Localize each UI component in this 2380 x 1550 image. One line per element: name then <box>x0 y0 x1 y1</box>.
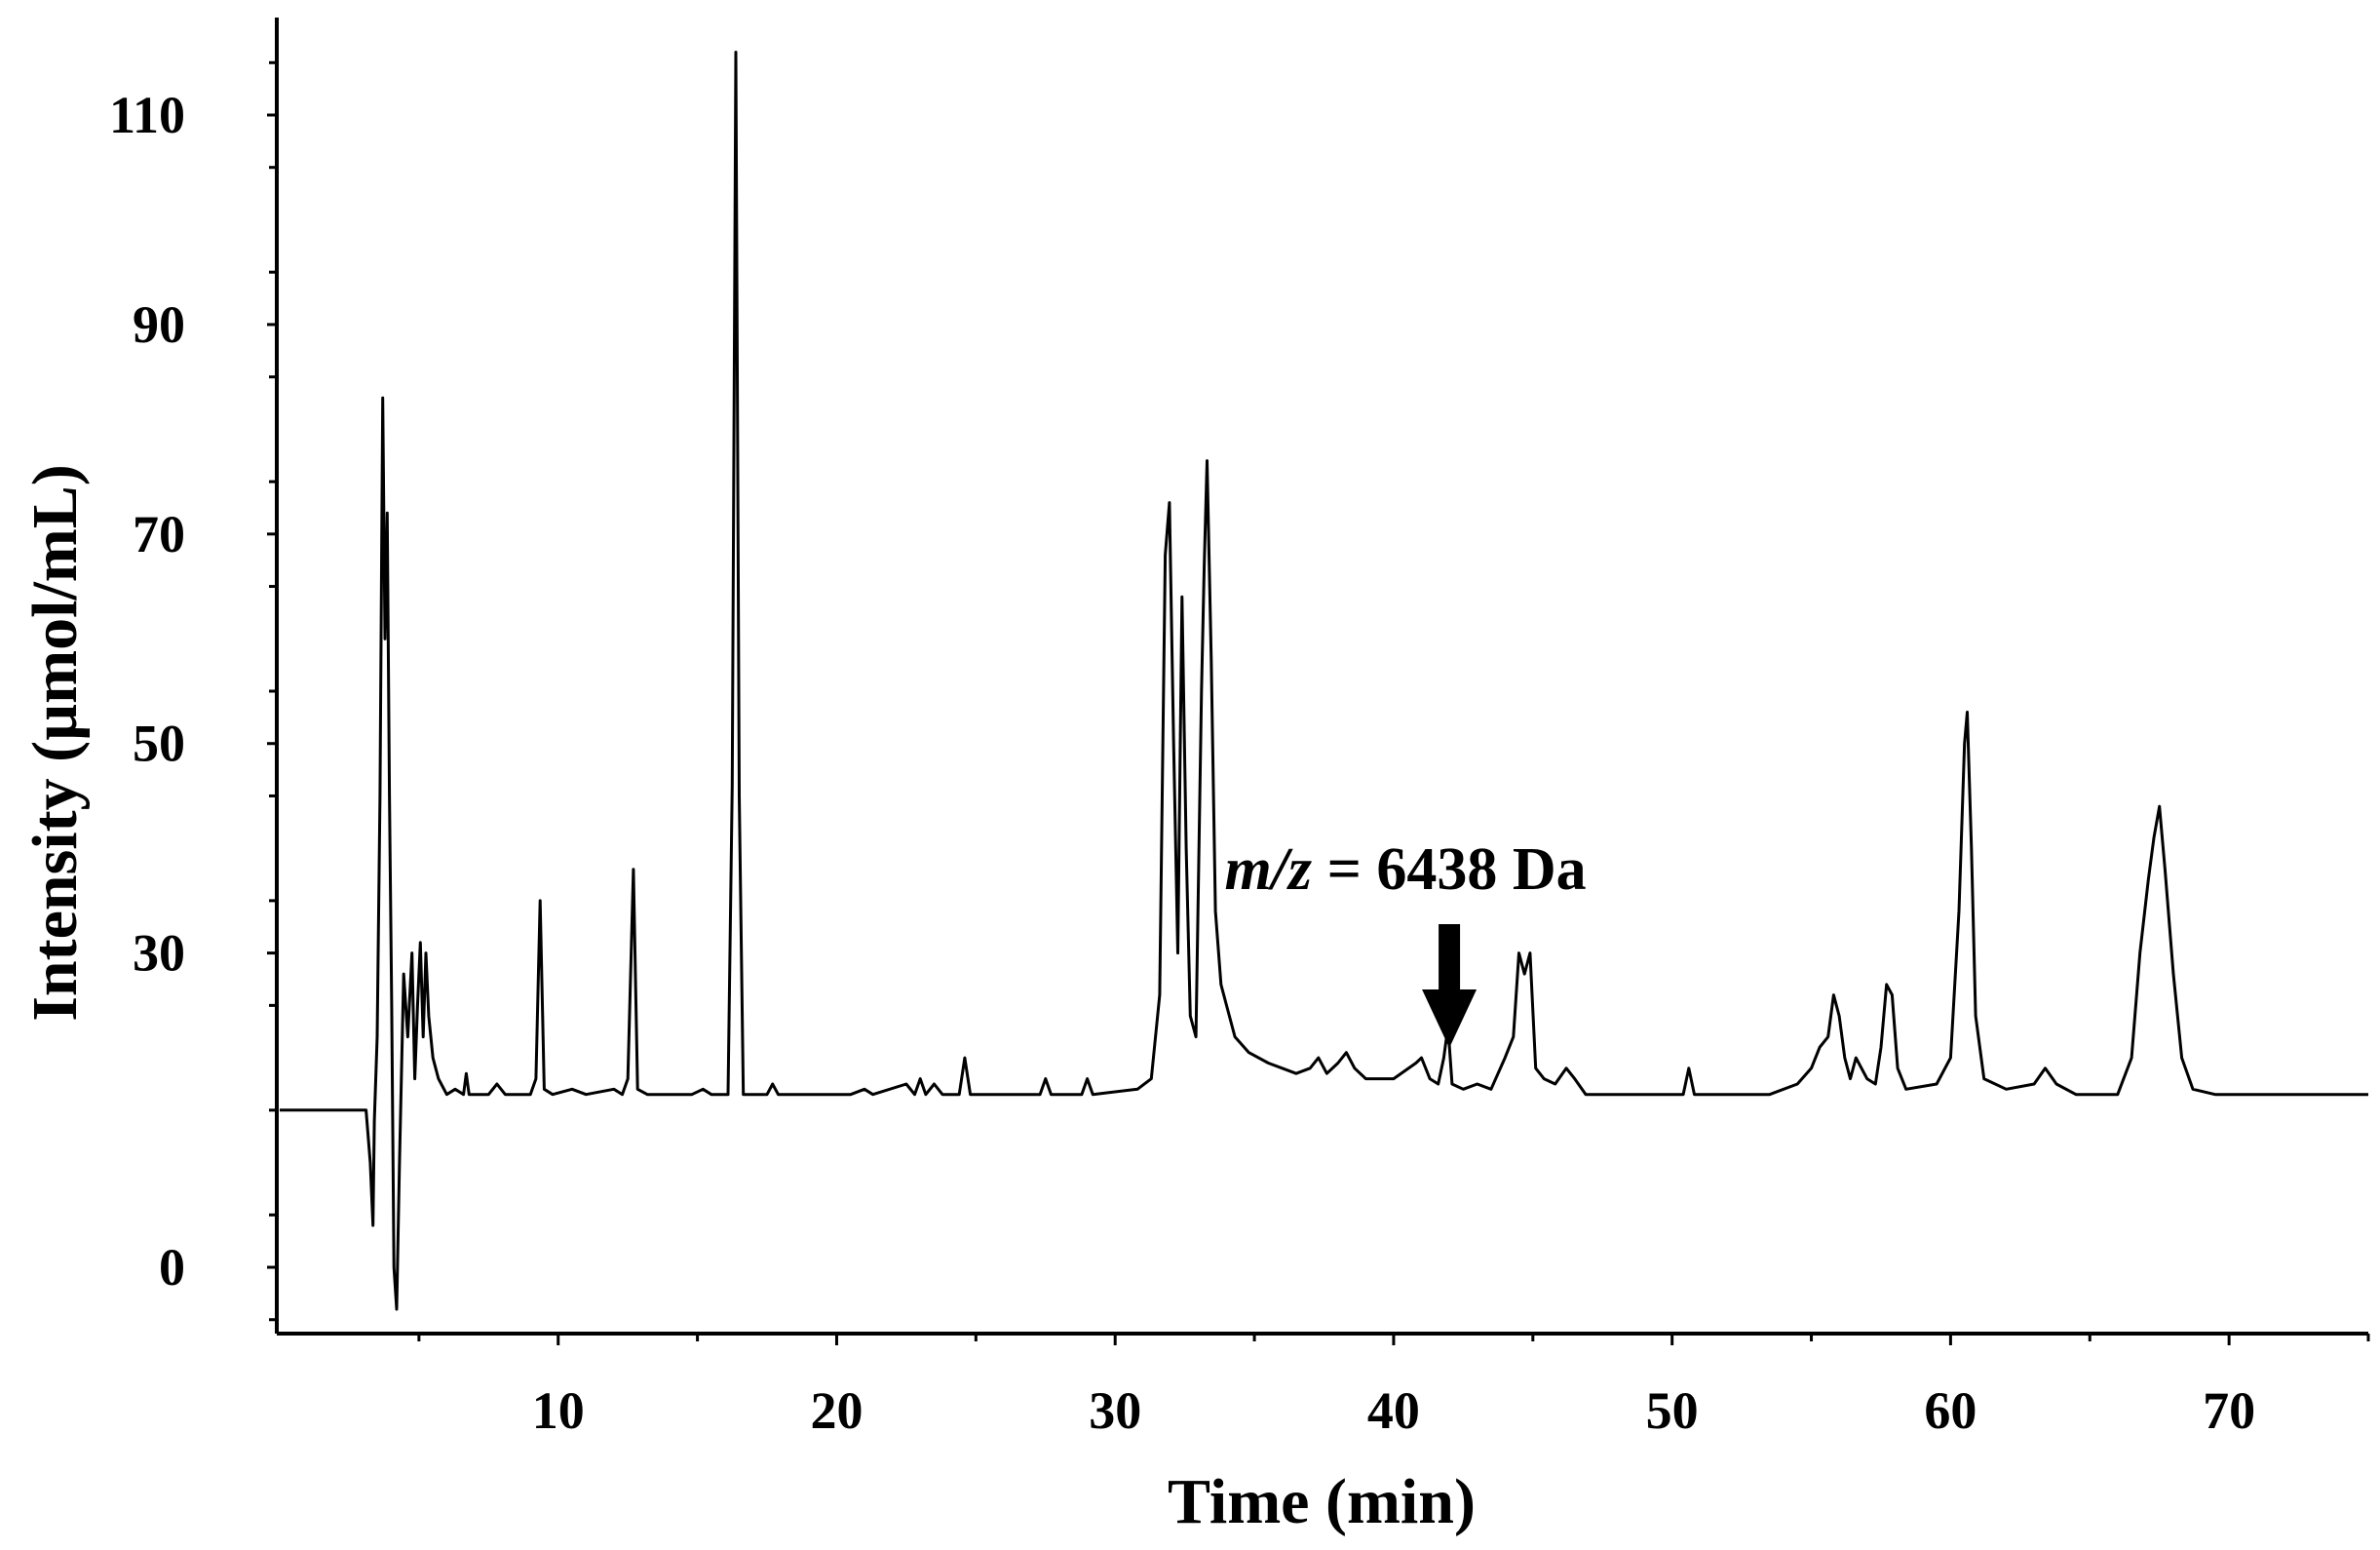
x-tick-label: 10 <box>532 1381 585 1440</box>
y-tick-label: 0 <box>159 1238 185 1297</box>
plot-area <box>280 51 2368 1311</box>
y-tick-label: 110 <box>109 86 185 144</box>
y-tick-label: 70 <box>133 505 185 563</box>
y-tick-label: 50 <box>133 715 185 773</box>
y-tick-label: 30 <box>133 924 185 983</box>
x-tick-label: 70 <box>2203 1381 2255 1440</box>
annotation-group: m/z = 6438 Da <box>1224 836 1587 1048</box>
x-tick-label: 20 <box>810 1381 863 1440</box>
y-tick-label: 90 <box>133 295 185 354</box>
x-tick-label: 60 <box>1924 1381 1977 1440</box>
axes: 0 30 50 70 90 110 10 20 30 40 50 60 70 <box>109 18 2370 1440</box>
x-tick-label: 30 <box>1089 1381 1141 1440</box>
x-tick-label: 40 <box>1367 1381 1420 1440</box>
x-tick-label: 50 <box>1646 1381 1699 1440</box>
y-axis-title: Intensity (µmol/mL) <box>19 464 91 1022</box>
mz-annotation-value: = 6438 Da <box>1312 836 1587 903</box>
mz-annotation-italic: m/z <box>1224 836 1312 903</box>
mz-annotation-label: m/z = 6438 Da <box>1224 836 1586 903</box>
annotation-arrow <box>1422 924 1478 1048</box>
x-axis-title: Time (min) <box>1168 1466 1476 1537</box>
labels: Time (min) Intensity (µmol/mL) <box>19 464 1476 1537</box>
series-line <box>280 51 2368 1311</box>
